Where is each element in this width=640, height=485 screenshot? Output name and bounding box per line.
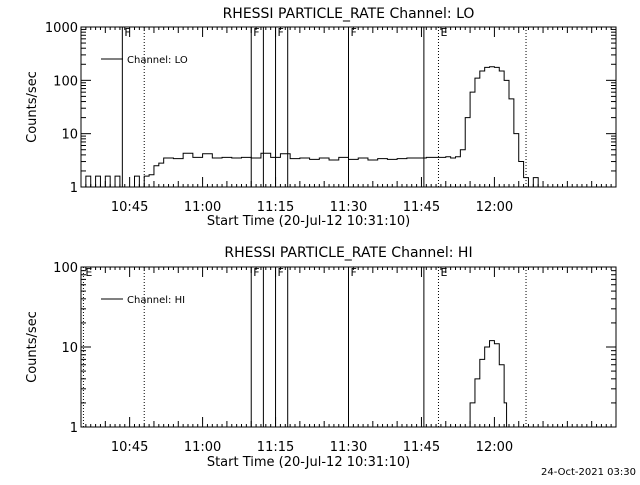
footer-timestamp: 24-Oct-2021 03:30 [541,467,636,478]
x-tick-label: 11:45 [403,440,440,455]
lo-channel-panel: RHESSI PARTICLE_RATE Channel: LO F F F F E 1 10… [25,6,617,229]
x-tick-label: 12:00 [476,440,513,455]
y-tick-label: 10 [61,341,78,356]
flag-label: F [278,26,284,39]
x-tick-label: 10:45 [111,200,148,215]
flag-label: F [351,266,357,279]
hi-channel-panel: RHESSI PARTICLE_RATE Channel: HI E F F F E 1 10… [25,245,617,470]
legend-label: Channel: HI [127,295,185,306]
legend-label: Channel: LO [127,55,188,66]
x-tick-label: 10:45 [111,440,148,455]
flag-label: F [253,26,259,39]
x-tick-label: 11:00 [184,440,221,455]
series-line [81,66,539,187]
y-axis-label: Counts/sec [25,311,40,383]
y-tick-label: 100 [53,261,78,276]
x-tick-label: 11:15 [257,440,294,455]
x-tick-label: 11:15 [257,200,294,215]
y-tick-label: 1000 [45,21,78,36]
y-tick-label: 1 [70,181,78,196]
flag-label: F [124,26,130,39]
flag-label: E [440,266,447,279]
x-tick-label: 11:30 [330,200,367,215]
x-tick-label: 11:45 [403,200,440,215]
flag-label: F [278,266,284,279]
flag-label: E [440,26,447,39]
flag-label: F [351,26,357,39]
chart-title: RHESSI PARTICLE_RATE Channel: HI [224,245,472,261]
y-tick-label: 100 [53,74,78,89]
x-tick-label: 11:00 [184,200,221,215]
x-axis-label: Start Time (20-Jul-12 10:31:10) [207,214,410,229]
x-tick-label: 12:00 [476,200,513,215]
x-axis-label: Start Time (20-Jul-12 10:31:10) [207,455,410,470]
chart-title: RHESSI PARTICLE_RATE Channel: LO [223,6,475,22]
series-line [465,340,508,427]
flag-label: F [253,266,259,279]
flag-label: E [85,266,92,279]
y-axis-label: Counts/sec [25,71,40,143]
x-tick-label: 11:30 [330,440,367,455]
y-tick-label: 1 [70,421,78,436]
y-tick-label: 10 [61,128,78,143]
